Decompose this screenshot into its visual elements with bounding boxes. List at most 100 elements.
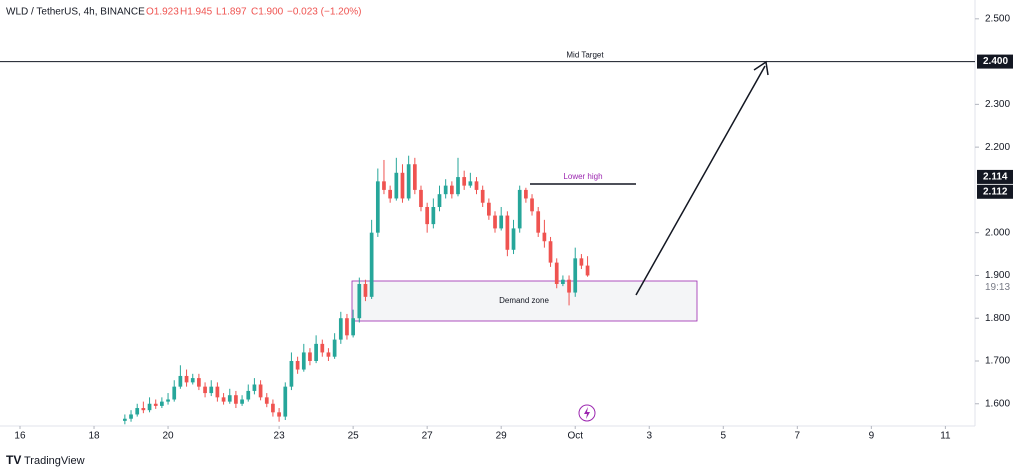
candle [375,168,380,237]
candle [190,373,195,385]
candle [462,170,467,190]
candle-body [135,408,140,415]
candle-body [388,189,393,199]
candle [425,202,430,233]
candle [400,164,405,203]
candle [474,177,479,195]
candle-body [264,397,269,404]
ohlc-value: L1.897 [216,7,247,18]
candle-body [123,418,127,421]
candle-body [419,189,423,208]
lower-high-price-box [977,184,1013,199]
candle-body [375,181,380,233]
candle-body [468,181,473,186]
candle [585,256,590,277]
candle-body [412,164,417,190]
candle-body [542,232,547,242]
candle [215,382,220,402]
candle [178,365,183,389]
demand-zone-label: Demand zone [499,296,549,305]
candle-body [166,399,170,402]
candle-body [449,185,454,195]
lower-high-price: 2.112 [983,186,1008,197]
candle [357,277,362,323]
candle [314,335,318,364]
candle-body [487,202,491,216]
candle [246,384,251,402]
candle-body [517,189,522,229]
candle-body [554,262,559,284]
candle-body [289,360,294,387]
candle [283,382,288,421]
candle [579,254,584,270]
candle-body [357,284,362,319]
candle-body [548,241,553,263]
candle-body [184,375,189,383]
candle [184,369,189,387]
x-tick-label: 11 [940,431,951,442]
x-tick-label: 7 [795,431,801,442]
candle [252,378,257,395]
x-tick-label: 9 [869,431,875,442]
candle-body [129,414,133,419]
candle [271,399,275,417]
candle [369,219,374,299]
y-tick-label: 2.000 [985,227,1010,238]
candle [517,185,522,233]
x-tick-label: 16 [14,431,26,442]
candle-body [425,207,430,225]
candle [301,343,306,372]
candle [363,279,368,302]
candle [172,380,177,402]
candle-body [190,378,195,383]
candle-body [283,386,288,417]
candle [160,397,164,409]
candle [203,382,207,398]
y-tick-label: 1.600 [985,398,1010,409]
candle-body [511,228,516,250]
candle-body [178,375,183,387]
candle-body [382,181,386,190]
candle [129,410,133,422]
candle-body [400,172,405,199]
footer-brand: TradingView [24,455,85,467]
candle [554,258,559,289]
candle [295,356,300,374]
candle [431,198,436,229]
candle-body [314,343,318,361]
x-tick-label: 27 [422,431,434,442]
mid-target-price: 2.400 [983,56,1008,67]
candle-body [406,164,411,199]
candle-body [240,399,244,404]
candle [240,395,244,406]
candle-body [573,258,578,293]
candle [505,211,510,257]
candle-body [320,343,325,353]
candle [123,414,127,425]
candle-body [431,207,436,225]
candle-body [147,403,152,411]
candle-body [536,211,541,233]
candle-body [246,390,251,400]
x-tick-label: 20 [162,431,174,442]
candle-body [153,403,158,406]
candle [141,401,146,414]
candle-body [524,189,528,199]
candle-body [277,412,281,417]
candle [234,390,238,409]
candle-body [227,395,232,402]
lower-high-price-box [977,169,1013,184]
candle [326,348,331,361]
candle-body [197,378,201,387]
candle-body [394,172,399,199]
candle [338,311,343,344]
candle-body [579,258,584,266]
candle-body [252,384,257,391]
y-tick-label: 1.700 [985,356,1010,367]
candle-body [295,360,300,370]
candle-body [474,181,479,190]
candle [406,155,411,201]
candle [468,172,473,188]
countdown: 19:13 [985,282,1010,293]
